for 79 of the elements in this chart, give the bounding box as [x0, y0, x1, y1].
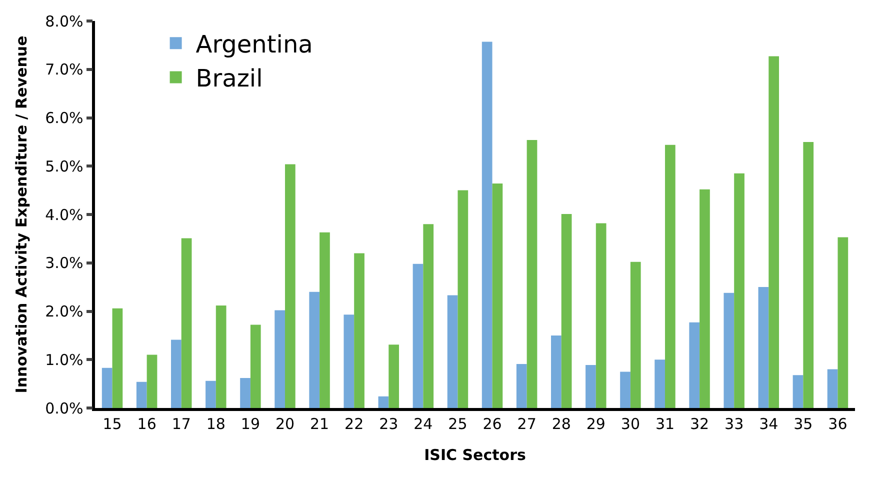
x-tick-label: 22: [344, 414, 364, 433]
bar: [630, 262, 641, 408]
bar: [665, 144, 676, 408]
y-tick-label: 3.0%: [45, 254, 84, 272]
bar: [654, 360, 665, 408]
y-tick-label: 6.0%: [45, 109, 84, 127]
bar: [734, 173, 744, 408]
x-tick-label: 29: [586, 414, 606, 433]
bar: [492, 184, 503, 408]
x-tick-label: 17: [172, 414, 191, 433]
bar: [412, 264, 424, 408]
y-tick-label: 4.0%: [45, 206, 84, 224]
x-tick-label: 32: [690, 414, 710, 433]
bar: [482, 42, 492, 408]
bar: [309, 292, 320, 408]
x-tick-label: 27: [517, 414, 536, 433]
bar: [561, 214, 572, 408]
bar: [320, 232, 330, 408]
bar: [216, 305, 226, 408]
bar: [388, 344, 399, 408]
bar: [285, 164, 296, 408]
x-tick-label: 20: [275, 414, 295, 433]
y-tick-label: 1.0%: [45, 350, 84, 369]
y-tick-label: 7.0%: [45, 60, 84, 79]
x-tick-label: 28: [552, 414, 571, 433]
x-tick-label: 23: [379, 414, 398, 433]
bar: [206, 380, 216, 408]
legend-label: Argentina: [196, 30, 313, 58]
x-tick-label: 30: [620, 414, 640, 433]
bar: [102, 368, 112, 408]
bar: [768, 56, 779, 408]
bar: [240, 378, 250, 408]
y-tick-label: 0.0%: [45, 399, 84, 418]
bar: [586, 364, 596, 408]
y-tick-label: 2.0%: [45, 302, 84, 320]
bar: [620, 372, 630, 408]
bar: [447, 295, 458, 408]
bar: [274, 310, 285, 408]
bar: [146, 354, 158, 408]
x-tick-label: 31: [655, 414, 675, 433]
bar: [378, 396, 389, 408]
bar: [551, 335, 562, 408]
x-tick-label: 36: [828, 414, 848, 433]
x-tick-label: 35: [794, 414, 813, 433]
x-tick-label: 25: [448, 414, 468, 433]
x-tick-label: 19: [240, 414, 260, 433]
bar: [700, 189, 710, 408]
y-axis-title: Innovation Activity Expenditure / Revenue: [12, 36, 30, 394]
bar: [838, 237, 848, 408]
bar: [458, 190, 468, 408]
bar: [181, 238, 192, 408]
bar: [250, 324, 261, 408]
x-tick-label: 34: [759, 414, 778, 433]
bar: [724, 292, 734, 408]
x-tick-label: 33: [724, 414, 744, 433]
bar: [803, 142, 814, 408]
x-tick-label: 26: [482, 414, 502, 433]
bar: [792, 375, 804, 408]
bar: [516, 364, 527, 408]
bar: [354, 253, 364, 408]
bar: [136, 382, 147, 408]
x-tick-label: 24: [414, 414, 433, 433]
bar: [171, 340, 182, 408]
bar: [344, 314, 354, 408]
x-tick-label: 21: [310, 414, 330, 433]
bar: [526, 140, 538, 408]
x-tick-label: 15: [102, 414, 122, 433]
bar: [827, 369, 838, 408]
legend-label: Brazil: [196, 64, 263, 93]
x-tick-label: 18: [206, 414, 226, 433]
x-tick-label: 16: [137, 414, 156, 433]
bar: [758, 287, 769, 408]
bar: [112, 308, 123, 408]
bar: [596, 223, 606, 408]
x-axis-title: ISIC Sectors: [424, 446, 526, 464]
bar: [423, 224, 434, 408]
y-tick-label: 5.0%: [45, 157, 84, 176]
y-tick-label: 8.0%: [45, 12, 84, 30]
bar: [689, 322, 700, 408]
